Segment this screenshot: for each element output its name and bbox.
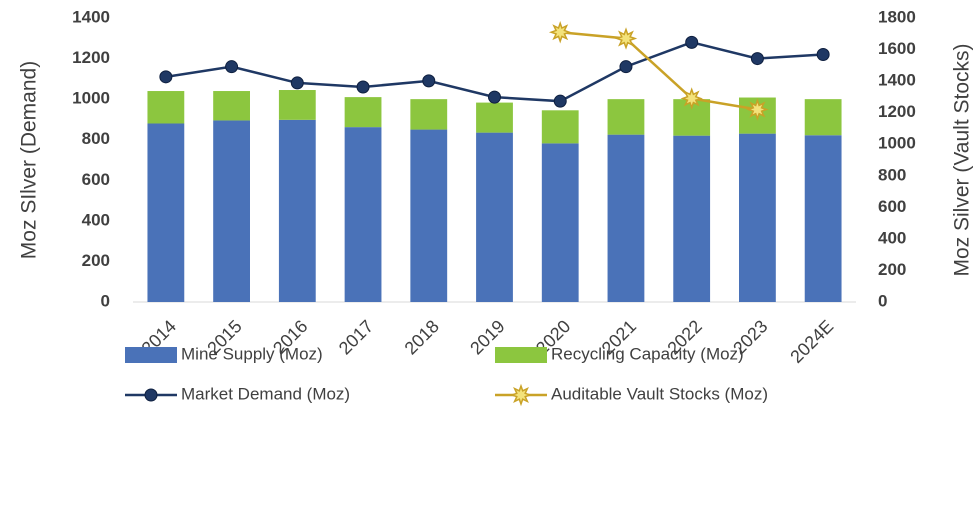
bar-segment xyxy=(476,102,513,133)
y-axis-title: Moz SIlver (Demand) xyxy=(18,61,41,259)
point xyxy=(488,90,501,104)
bar-segment xyxy=(147,123,185,302)
y-tick-label: 400 xyxy=(82,210,110,229)
point xyxy=(816,48,830,62)
point xyxy=(225,60,239,74)
bar-segment xyxy=(213,120,250,302)
legend-marker xyxy=(144,388,158,402)
y-tick-label: 1400 xyxy=(72,7,110,26)
bar-segment xyxy=(344,127,382,302)
bar-segment xyxy=(213,91,250,121)
point xyxy=(746,98,769,121)
legend-swatch xyxy=(495,347,547,363)
y2-tick-label: 1400 xyxy=(878,71,916,90)
bar-segment xyxy=(278,119,316,302)
bar-segment xyxy=(804,99,842,136)
point xyxy=(619,60,633,74)
legend-label: Auditable Vault Stocks (Moz) xyxy=(551,384,768,403)
x-tick-label: 2024E xyxy=(786,316,837,367)
point xyxy=(750,52,764,66)
point xyxy=(614,27,638,50)
y2-tick-label: 400 xyxy=(878,228,906,247)
point xyxy=(680,87,703,110)
point xyxy=(290,76,304,90)
y-tick-label: 200 xyxy=(82,251,110,270)
bar-segment xyxy=(541,110,579,144)
y-tick-label: 800 xyxy=(82,129,110,148)
point xyxy=(356,80,370,94)
x-tick-label: 2018 xyxy=(401,316,443,358)
y-tick-label: 0 xyxy=(101,291,110,310)
bar-segment xyxy=(476,132,513,302)
legend-label: Mine Supply (Moz) xyxy=(181,344,323,363)
y2-tick-label: 200 xyxy=(878,260,906,279)
legend-swatch xyxy=(125,347,177,363)
bar-segment xyxy=(673,135,711,302)
point xyxy=(548,20,572,44)
y2-tick-label: 1800 xyxy=(878,7,916,26)
bar-segment xyxy=(607,134,645,302)
y2-tick-label: 800 xyxy=(878,165,906,184)
bar-segment xyxy=(278,90,316,120)
point xyxy=(685,35,699,49)
bar-segment xyxy=(344,97,382,128)
bar-segment xyxy=(410,129,448,302)
y-tick-label: 1000 xyxy=(72,89,110,108)
y-tick-label: 1200 xyxy=(72,48,110,67)
bar-segment xyxy=(147,91,185,124)
y2-tick-label: 1000 xyxy=(878,134,916,153)
line xyxy=(560,30,758,111)
bar-segment xyxy=(410,99,448,130)
bar-segment xyxy=(607,99,645,135)
y2-axis-title: Moz Silver (Vault Stocks) xyxy=(951,44,974,277)
bar-segment xyxy=(739,133,776,302)
y2-tick-label: 1200 xyxy=(878,102,916,121)
point xyxy=(422,74,436,88)
legend-label: Market Demand (Moz) xyxy=(181,384,350,403)
y2-tick-label: 1600 xyxy=(878,39,916,58)
point xyxy=(553,94,567,108)
y2-tick-label: 0 xyxy=(878,291,887,310)
bar-segment xyxy=(541,143,579,302)
legend-label: Recycling Capacity (Moz) xyxy=(551,344,744,363)
point xyxy=(159,70,173,84)
y2-tick-label: 600 xyxy=(878,197,906,216)
legend-marker xyxy=(509,383,533,407)
x-tick-label: 2017 xyxy=(335,316,377,358)
y-tick-label: 600 xyxy=(82,170,110,189)
bar-segment xyxy=(804,135,842,302)
